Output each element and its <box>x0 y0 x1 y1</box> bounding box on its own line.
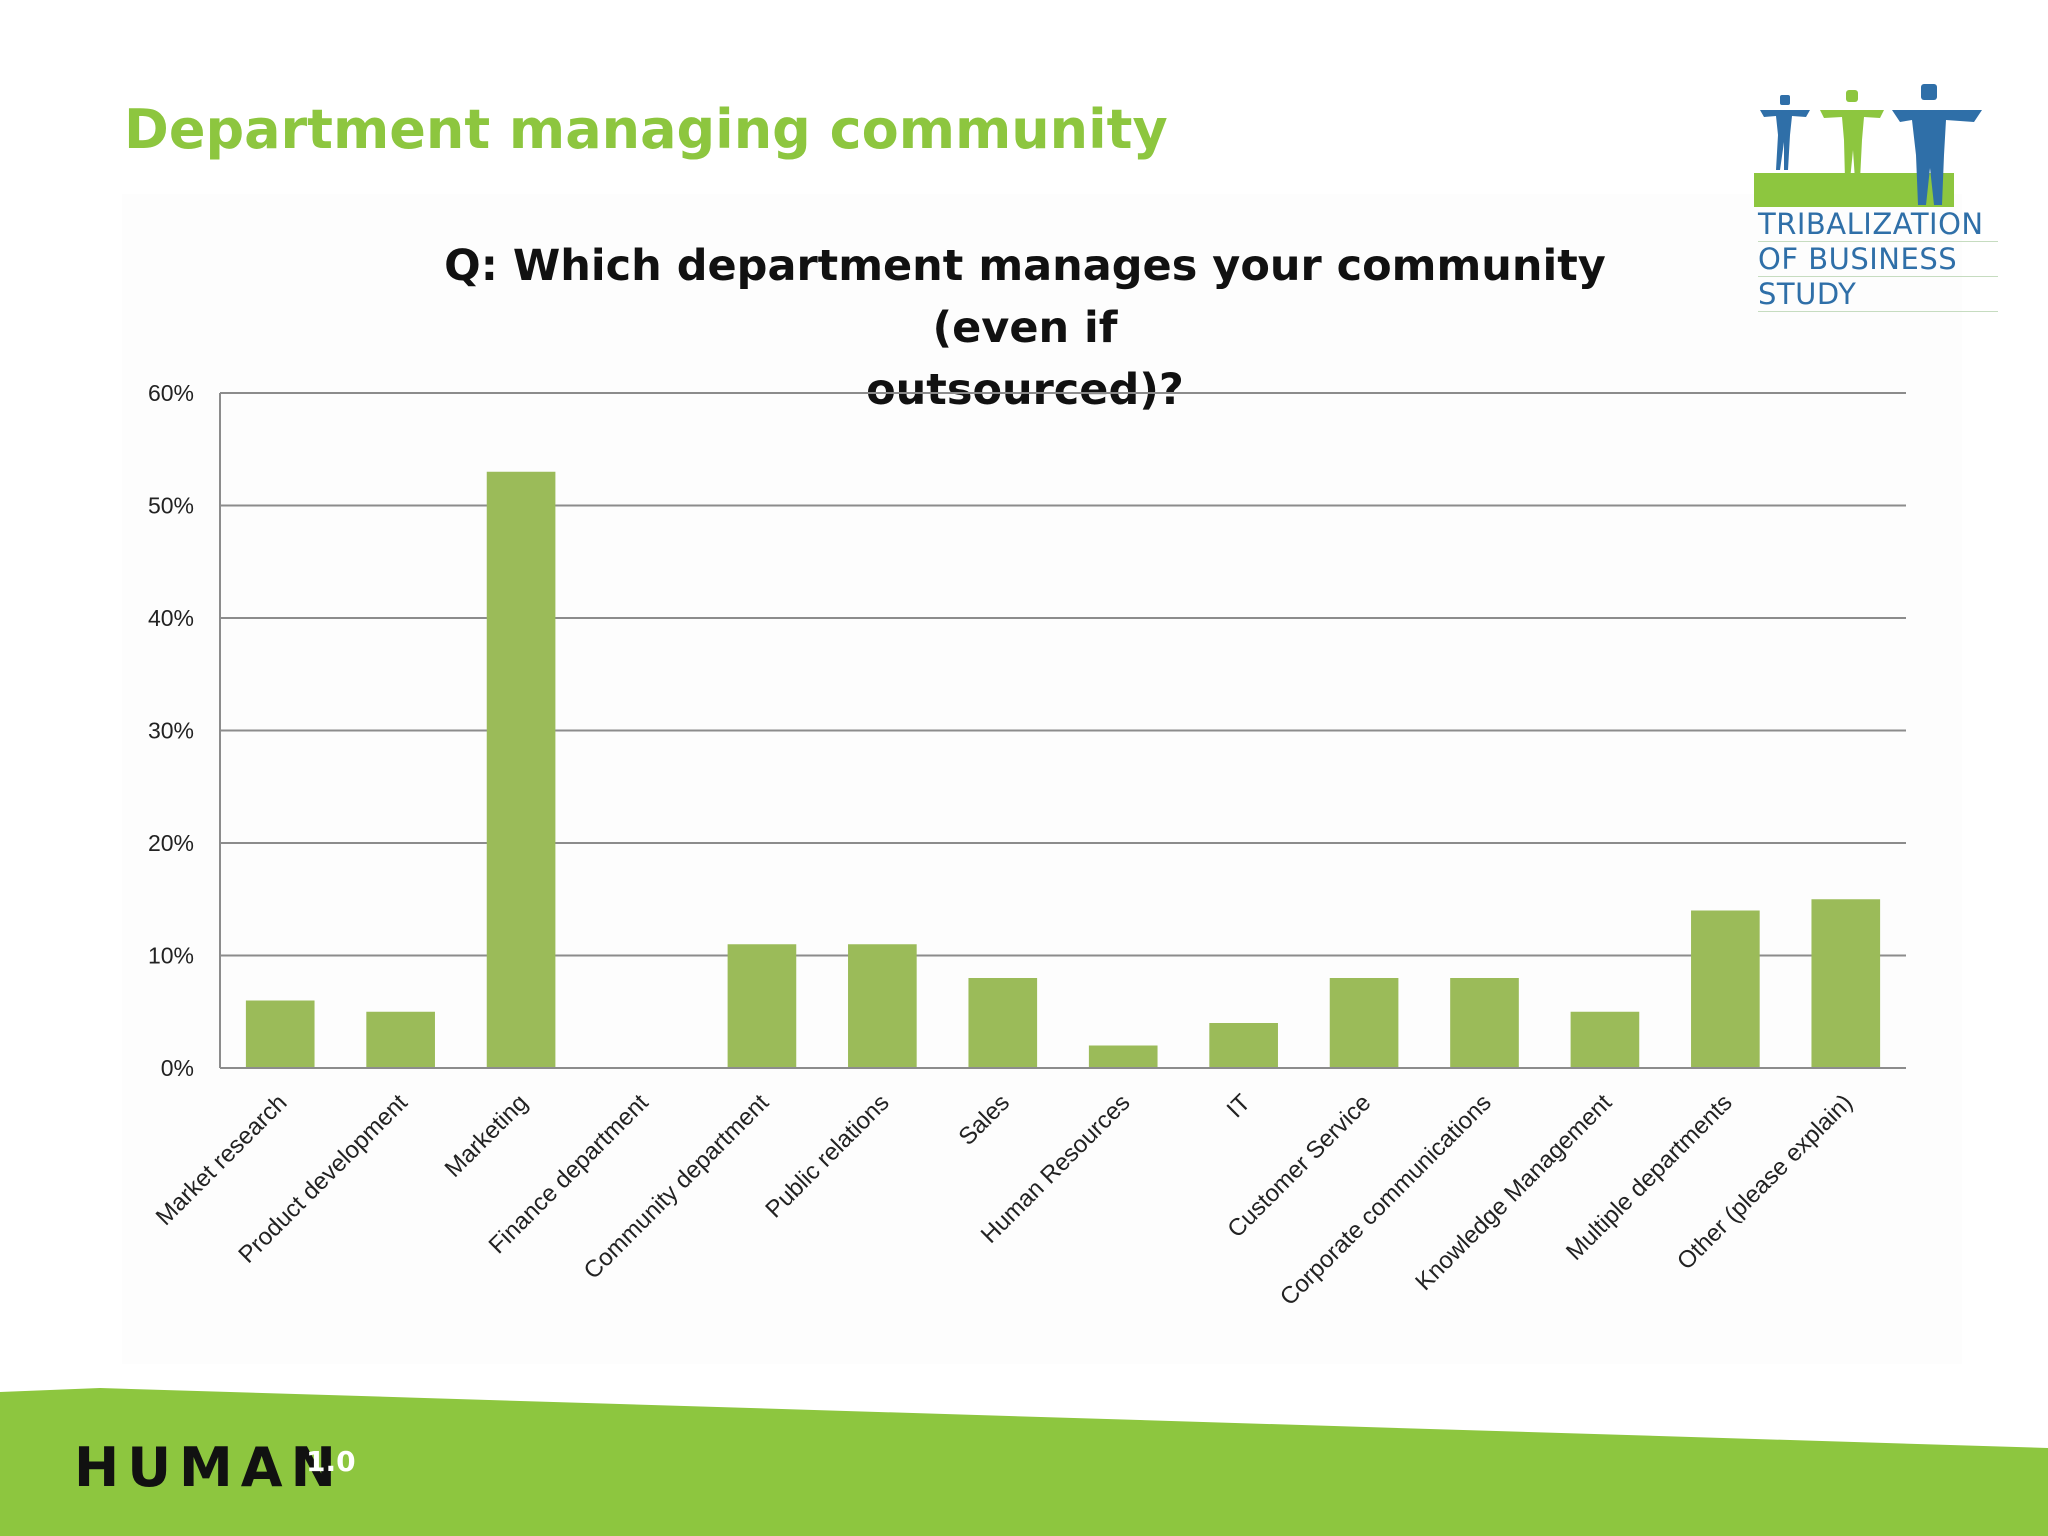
bar <box>1209 1023 1278 1068</box>
chart-title: Q: Which department manages your communi… <box>400 235 1650 421</box>
logo-line-2: OF BUSINESS <box>1758 242 1998 277</box>
footer-band <box>0 1388 2048 1536</box>
bar <box>968 978 1038 1068</box>
x-tick-label: Market research <box>151 1089 293 1231</box>
x-tick-label: IT <box>1222 1089 1256 1123</box>
chart-title-line-2: outsourced)? <box>866 365 1184 415</box>
y-tick-label: 60% <box>148 380 194 406</box>
bar <box>1450 978 1519 1068</box>
brand-logo: HUMAN <box>74 1436 344 1499</box>
slide-title: Department managing community <box>124 98 1168 161</box>
bar <box>1691 910 1760 1068</box>
bar <box>486 471 556 1068</box>
x-tick-label: Corporate communications <box>1275 1089 1497 1311</box>
bar <box>848 944 917 1068</box>
bar <box>366 1011 435 1068</box>
chart-title-line-1: Q: Which department manages your communi… <box>444 241 1606 353</box>
y-tick-label: 40% <box>148 605 194 631</box>
bar-chart: 0%10%20%30%40%50%60%Market researchProdu… <box>148 380 1906 1311</box>
x-tick-label: Marketing <box>440 1089 534 1183</box>
bar <box>245 1000 315 1068</box>
x-tick-label: Knowledge Management <box>1410 1089 1617 1296</box>
y-tick-label: 0% <box>161 1055 194 1081</box>
logo-line-1: TRIBALIZATION <box>1758 207 1998 242</box>
y-tick-label: 20% <box>148 830 194 856</box>
bar <box>727 944 797 1068</box>
y-tick-label: 50% <box>148 493 194 519</box>
chart-panel <box>122 194 1962 1364</box>
bar <box>1088 1045 1158 1068</box>
bar <box>1811 899 1881 1068</box>
bar <box>1329 978 1399 1068</box>
y-tick-label: 30% <box>148 718 194 744</box>
y-tick-label: 10% <box>148 943 194 969</box>
three-people-icon <box>1754 84 1982 207</box>
logo-text: TRIBALIZATION OF BUSINESS STUDY <box>1758 207 1998 312</box>
bar <box>1570 1011 1640 1068</box>
x-tick-label: Sales <box>953 1089 1015 1151</box>
x-tick-label: Public relations <box>760 1089 894 1223</box>
brand-version: 1.0 <box>306 1445 356 1478</box>
tribalization-logo <box>1754 84 1982 207</box>
logo-line-3: STUDY <box>1758 277 1998 312</box>
